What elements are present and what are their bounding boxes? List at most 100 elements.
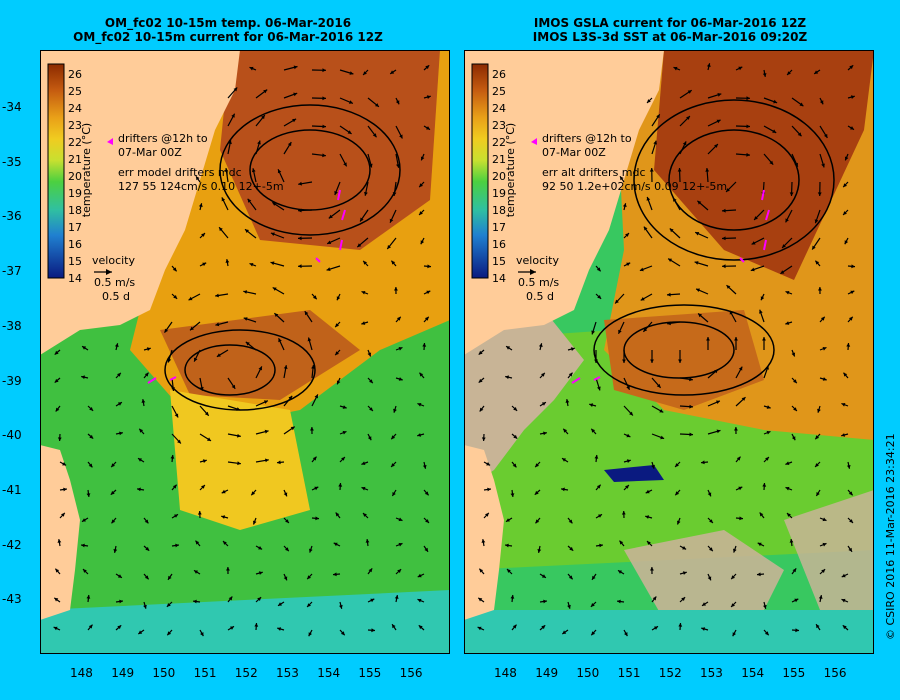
current-vector-head-icon — [348, 100, 353, 104]
current-vector-head-icon — [570, 347, 575, 351]
current-vector-head-icon — [677, 168, 682, 172]
current-vector-head-icon — [706, 337, 710, 341]
current-vector-head-icon — [567, 604, 571, 609]
current-vector-head-icon — [417, 403, 422, 407]
current-vector-head-icon — [709, 547, 713, 552]
current-vector-head-icon — [171, 387, 175, 391]
current-vector-head-icon — [82, 518, 86, 522]
current-vector-head-icon — [617, 599, 621, 604]
current-vector-head-icon — [336, 380, 341, 385]
current-vector-head-icon — [563, 428, 568, 433]
current-vector-head-icon — [188, 296, 193, 301]
x-tick-label: 153 — [276, 666, 299, 680]
y-tick-label: -38 — [2, 318, 22, 333]
current-vector-head-icon — [57, 539, 62, 543]
eddy-north-ring — [633, 99, 835, 261]
current-vector-head-icon — [83, 569, 87, 573]
current-vector-head-icon — [706, 63, 711, 67]
drifter-legend-line-2: 07-Mar 00Z — [542, 146, 606, 159]
current-vector-head-icon — [751, 241, 756, 245]
current-vector-head-icon — [640, 297, 645, 301]
current-vector-head-icon — [327, 240, 332, 244]
current-vector-head-icon — [639, 267, 644, 272]
current-vector-head-icon — [174, 413, 179, 418]
current-vector-head-icon — [333, 572, 337, 577]
current-vector-head-icon — [398, 517, 403, 522]
current-vector-head-icon — [333, 542, 338, 547]
current-vector-head-icon — [221, 515, 226, 519]
current-vector-head-icon — [698, 313, 702, 318]
current-vector-head-icon — [594, 455, 599, 459]
current-vector-head-icon — [86, 493, 91, 497]
current-vectors — [477, 63, 856, 637]
x-tick-label: 151 — [617, 666, 641, 680]
current-vector-head-icon — [223, 541, 227, 545]
current-vector-head-icon — [814, 70, 819, 74]
colorbar-label: temperature (°C) — [80, 123, 93, 217]
current-vector-head-icon — [621, 511, 626, 515]
current-vector-head-icon — [815, 435, 820, 440]
current-vector-head-icon — [391, 435, 396, 440]
current-vector-head-icon — [746, 152, 750, 157]
x-tick-label: 149 — [111, 666, 135, 680]
current-vector-head-icon — [717, 93, 722, 97]
current-vector-head-icon — [425, 519, 429, 523]
velocity-arrow-head-icon — [106, 269, 112, 275]
drifter-track — [761, 189, 765, 201]
current-vector-head-icon — [309, 548, 313, 553]
current-vector-head-icon — [597, 386, 601, 391]
current-vector-head-icon — [258, 571, 263, 575]
current-vector-head-icon — [395, 100, 400, 105]
current-vector-head-icon — [298, 236, 302, 241]
current-vectors — [53, 64, 432, 637]
current-vector-head-icon — [342, 430, 347, 435]
current-vector-head-icon — [278, 602, 282, 606]
current-vector-head-icon — [375, 103, 379, 107]
current-vector-head-icon — [646, 196, 651, 201]
current-vector-head-icon — [225, 259, 230, 263]
current-vector-head-icon — [230, 626, 234, 630]
left-map-svg: 26 25 24 23 22 21 20 19 18 17 16 15 14 temperature (… — [40, 50, 450, 654]
current-vector-head-icon — [175, 543, 179, 548]
x-tick-label: 156 — [399, 666, 423, 680]
current-vector-head-icon — [654, 626, 658, 630]
current-vector-head-icon — [477, 626, 482, 631]
current-vector-head-icon — [787, 71, 791, 75]
current-vector-head-icon — [816, 624, 820, 629]
current-vector-head-icon — [243, 317, 248, 321]
current-vector-head-icon — [538, 343, 543, 347]
current-vector-head-icon — [164, 328, 169, 333]
y-tick-label: -34 — [2, 100, 22, 114]
current-vector-head-icon — [394, 595, 399, 599]
current-vector-head-icon — [590, 603, 595, 607]
current-vector-head-icon — [746, 96, 750, 101]
current-vector-head-icon — [322, 96, 326, 101]
current-vector-head-icon — [535, 519, 540, 524]
current-vector-head-icon — [304, 311, 309, 316]
current-vector-head-icon — [722, 264, 726, 269]
current-vector-head-icon — [769, 160, 774, 165]
current-vector-head-icon — [505, 543, 509, 548]
current-vector-head-icon — [726, 285, 731, 289]
current-vector-head-icon — [81, 543, 85, 548]
x-tick-label: 155 — [358, 666, 382, 680]
current-vector-head-icon — [425, 65, 430, 70]
current-vector-head-icon — [88, 624, 93, 629]
land-mainland — [464, 50, 664, 355]
current-vector-head-icon — [653, 140, 657, 145]
current-vector-head-icon — [782, 244, 786, 248]
current-vector-head-icon — [841, 433, 846, 437]
current-vector-head-icon — [53, 626, 58, 631]
current-vector-head-icon — [417, 598, 422, 603]
current-vector-head-icon — [264, 429, 269, 434]
current-vector-head-icon — [201, 233, 205, 237]
current-vector-head-icon — [705, 168, 710, 172]
current-vector-head-icon — [510, 493, 515, 497]
current-vector-head-icon — [420, 240, 425, 245]
current-vector-head-icon — [707, 576, 712, 581]
current-vector-head-icon — [643, 226, 648, 231]
current-vector-head-icon — [146, 347, 151, 351]
current-vector-head-icon — [843, 372, 848, 377]
current-vector-head-icon — [667, 292, 671, 297]
current-vector-head-icon — [347, 130, 352, 134]
